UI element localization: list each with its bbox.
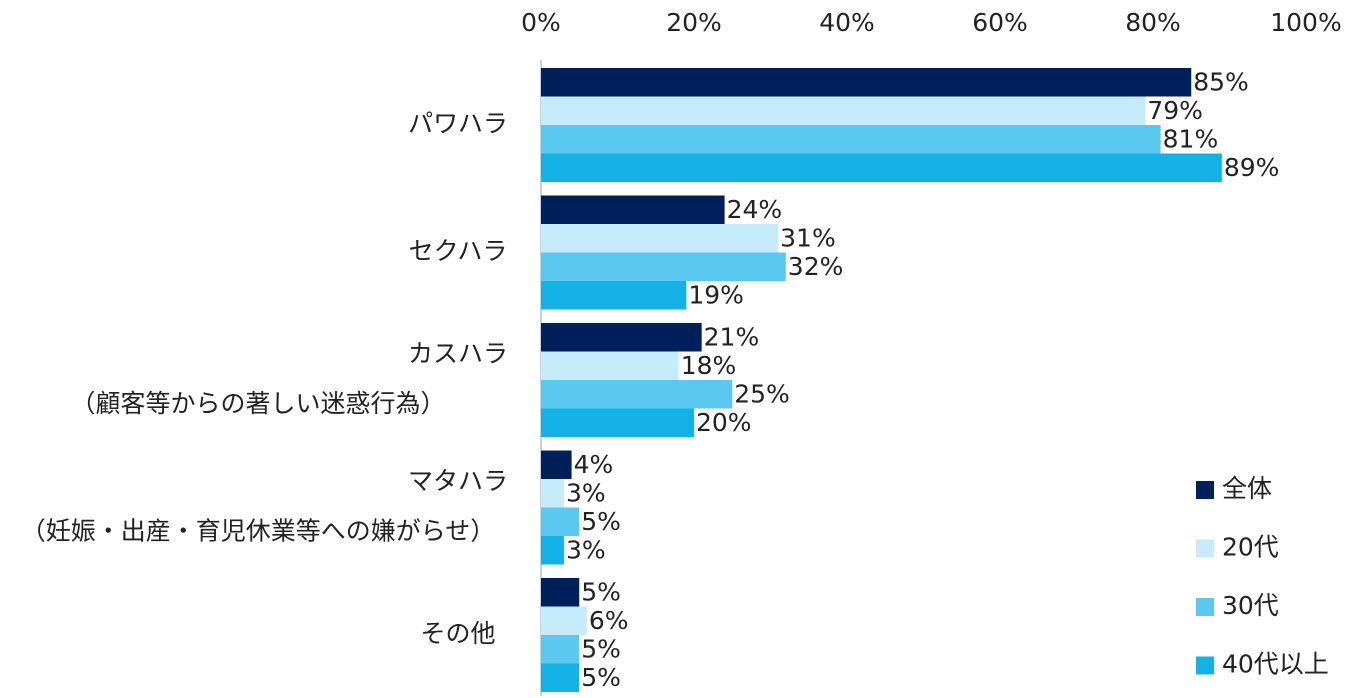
x-tick-label: 40%	[819, 8, 875, 37]
legend-swatch	[1196, 598, 1214, 616]
bar	[541, 635, 580, 664]
data-label: 31%	[780, 223, 836, 252]
legend-label: 20代	[1222, 533, 1279, 562]
bar	[541, 479, 564, 508]
data-label: 19%	[688, 280, 744, 309]
bar	[541, 252, 786, 281]
legend: 全体 20代 30代 40代以上	[1196, 474, 1329, 679]
category-sublabel: （妊娠・出産・育児休業等への嫌がらせ）	[21, 517, 496, 546]
legend-swatch	[1196, 656, 1214, 675]
category-label: カスハラ	[408, 339, 508, 368]
bar	[541, 323, 702, 352]
bar	[541, 125, 1161, 154]
bar	[541, 536, 564, 565]
legend-label: 全体	[1222, 474, 1272, 503]
data-label: 85%	[1193, 67, 1249, 96]
category-sublabel: （顧客等からの著しい迷惑行為）	[70, 389, 445, 418]
legend-label: 30代	[1222, 591, 1279, 620]
bar	[541, 578, 580, 607]
data-label: 4%	[574, 450, 614, 479]
bar	[541, 96, 1146, 125]
data-label: 5%	[581, 507, 621, 536]
category-label: セクハラ	[409, 237, 508, 266]
data-label: 25%	[734, 379, 790, 408]
x-tick-label: 0%	[521, 8, 561, 37]
data-label: 79%	[1147, 96, 1203, 125]
legend-swatch	[1196, 539, 1214, 558]
data-label: 32%	[788, 252, 844, 281]
data-label: 6%	[589, 606, 629, 635]
bar	[541, 195, 725, 224]
data-label: 5%	[581, 577, 621, 606]
bar	[541, 408, 694, 437]
legend-swatch	[1196, 481, 1214, 499]
data-label: 81%	[1163, 124, 1219, 153]
data-label: 24%	[727, 195, 783, 224]
bar	[541, 663, 580, 692]
data-label: 18%	[681, 351, 737, 380]
bar	[541, 351, 679, 380]
bar	[541, 450, 572, 479]
category-label: マタハラ	[408, 467, 508, 496]
bar	[541, 224, 779, 253]
legend-label: 40代以上	[1222, 650, 1329, 679]
x-tick-label: 100%	[1270, 8, 1341, 37]
bar	[541, 68, 1192, 97]
data-label: 5%	[581, 634, 621, 663]
bar	[541, 281, 687, 310]
bars	[541, 68, 1222, 692]
data-label: 89%	[1224, 153, 1280, 182]
data-label: 3%	[566, 478, 606, 507]
data-label: 3%	[566, 535, 606, 564]
x-tick-label: 60%	[972, 8, 1028, 37]
bar	[541, 153, 1222, 182]
data-label: 21%	[704, 322, 760, 351]
bar	[541, 507, 580, 536]
data-label: 5%	[581, 663, 621, 692]
bar	[541, 606, 587, 635]
x-tick-label: 20%	[666, 8, 722, 37]
data-label: 20%	[696, 408, 752, 437]
category-label: その他	[420, 619, 495, 648]
bar	[541, 380, 733, 409]
x-axis-ticks: 0% 20% 40% 60% 80% 100%	[521, 8, 1342, 37]
category-label: パワハラ	[408, 109, 508, 138]
value-labels: 85%79%81%89%24%31%32%19%21%18%25%20%4%3%…	[566, 67, 1279, 692]
x-tick-label: 80%	[1125, 8, 1181, 37]
